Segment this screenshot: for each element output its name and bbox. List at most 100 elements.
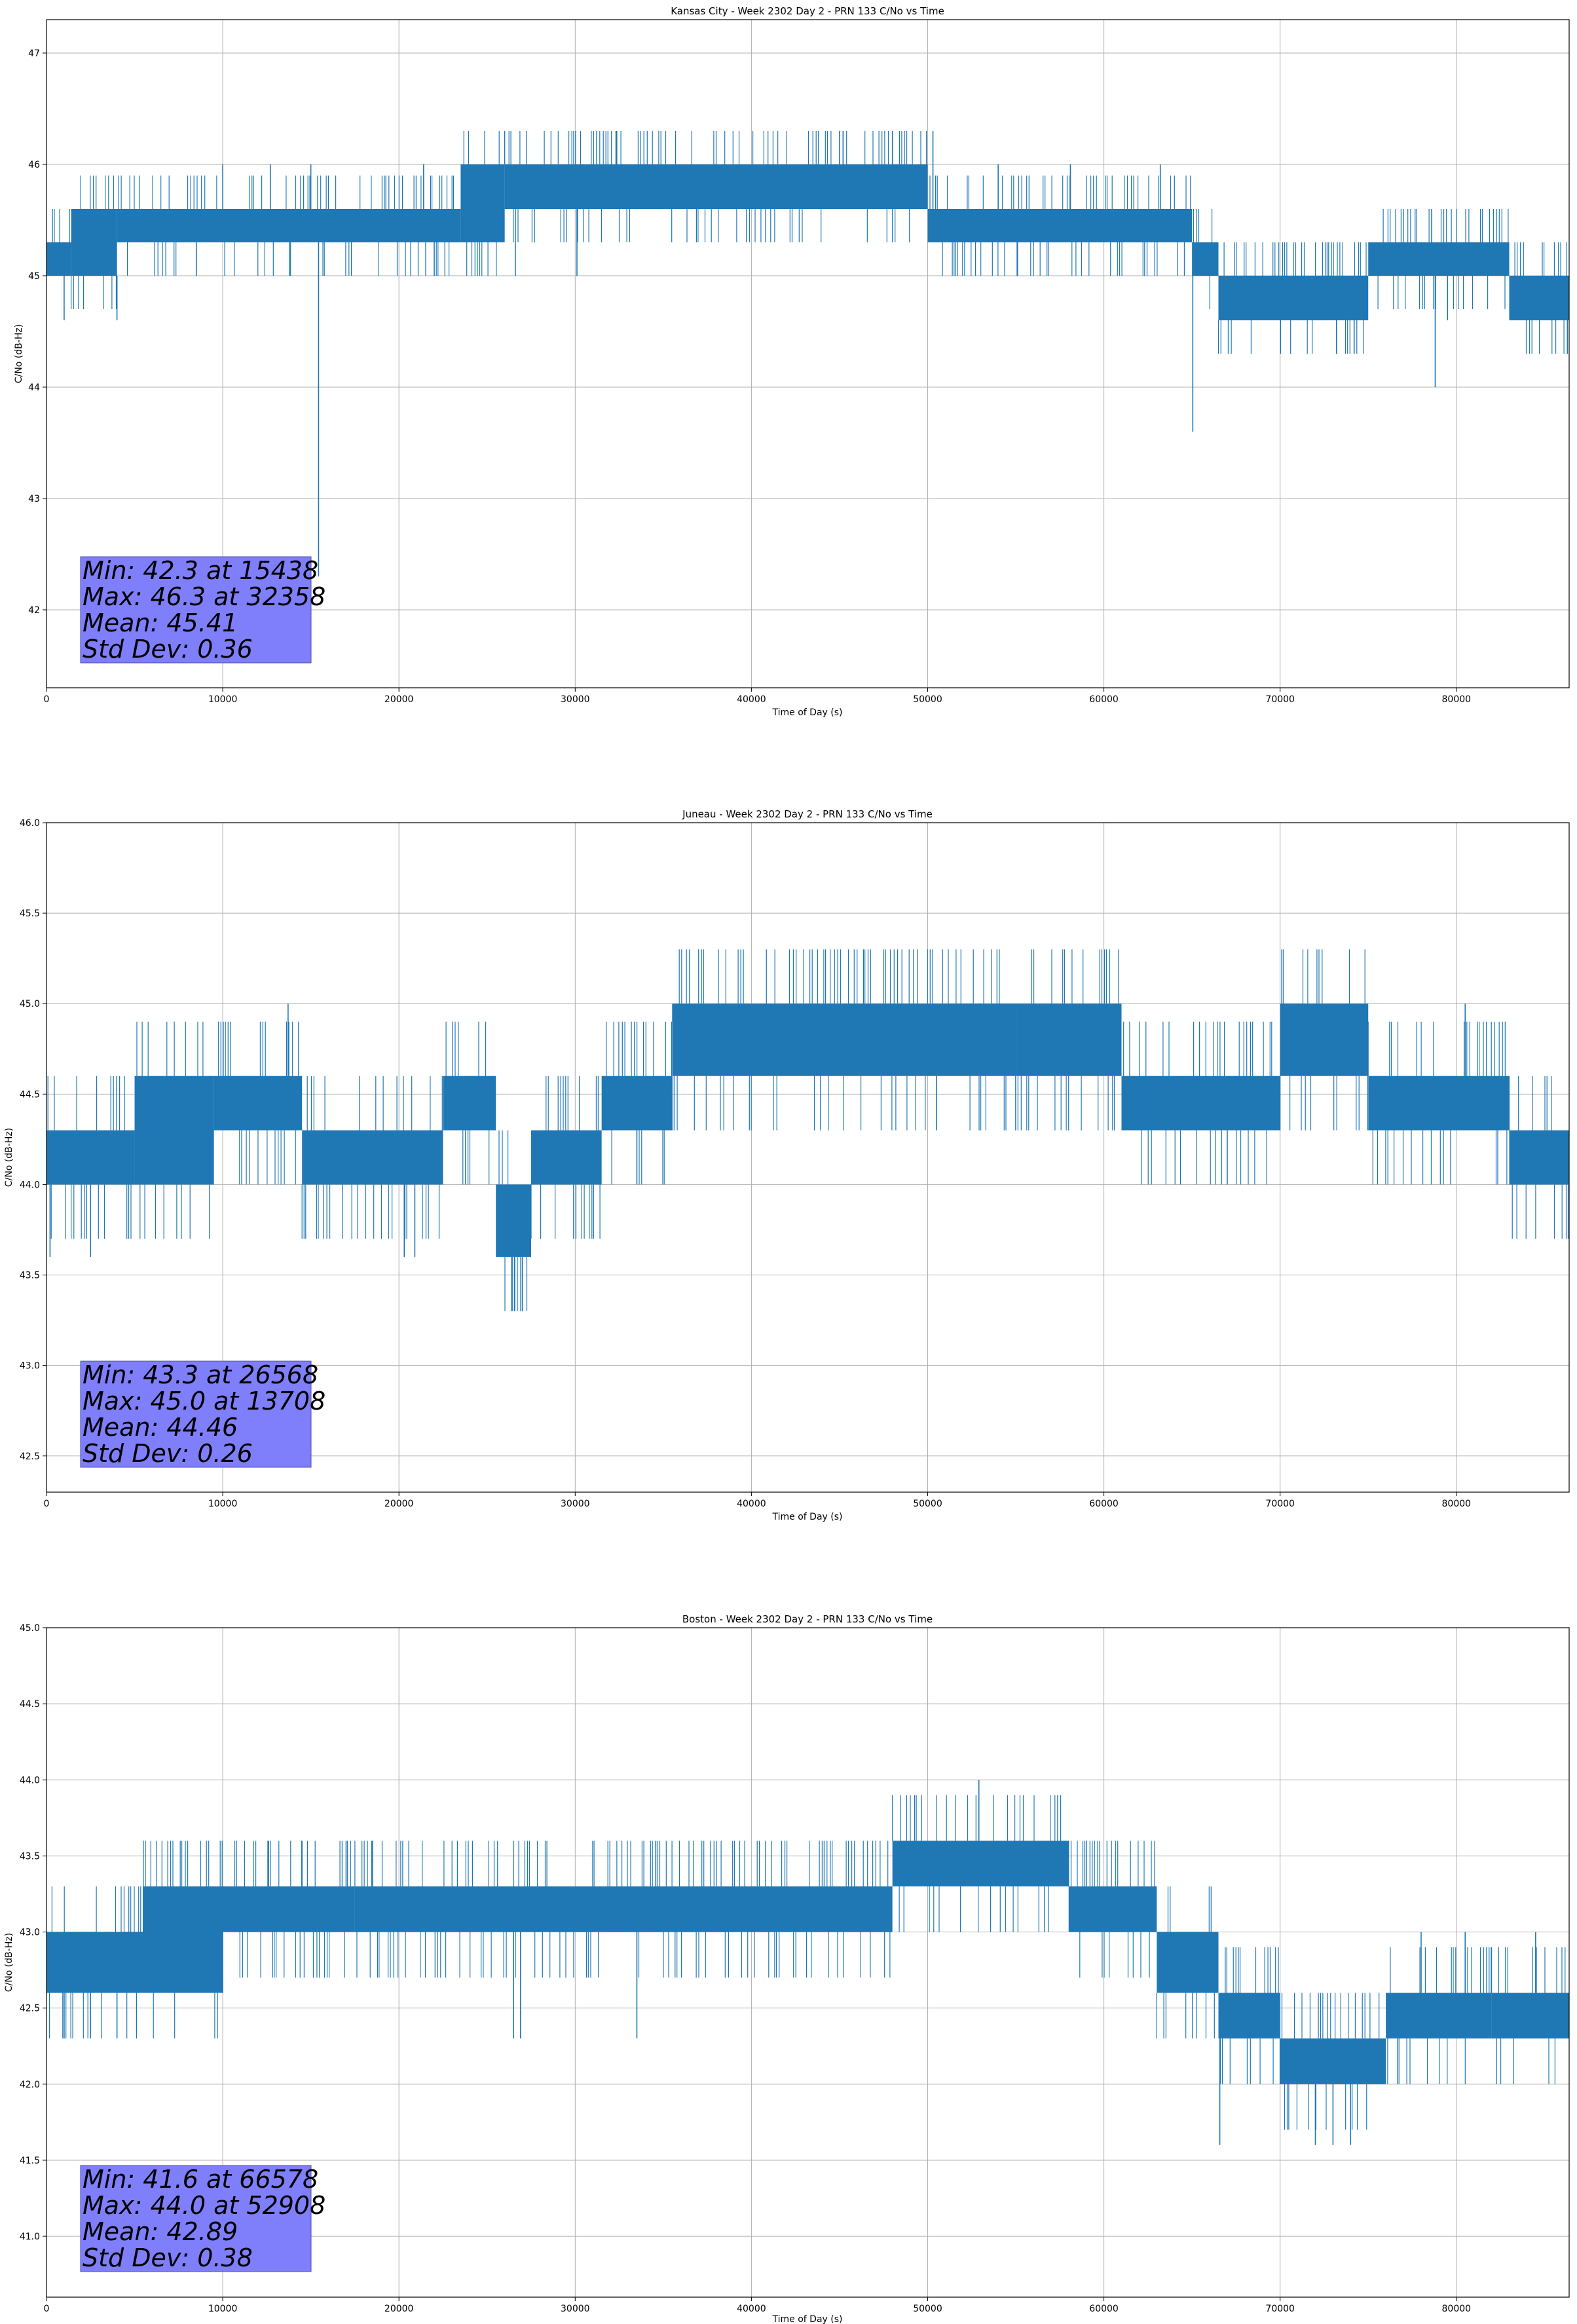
series-band bbox=[1192, 242, 1219, 276]
series-band bbox=[302, 1130, 443, 1185]
x-tick-label: 60000 bbox=[1089, 2304, 1119, 2314]
stats-box-background bbox=[80, 2165, 312, 2272]
series-band bbox=[213, 1076, 303, 1131]
series-line bbox=[671, 949, 821, 1131]
series-line bbox=[892, 1795, 1062, 1932]
series-band bbox=[1121, 1076, 1280, 1131]
stats-box: Min: 43.3 at 26568 Max: 45.0 at 13708 Me… bbox=[80, 1360, 325, 1468]
axes-frame bbox=[46, 19, 1570, 688]
y-tick-label: 45.5 bbox=[20, 909, 40, 919]
series-band bbox=[71, 209, 117, 276]
x-tick-label: 70000 bbox=[1265, 2304, 1295, 2314]
series-band bbox=[1280, 1003, 1369, 1076]
series-band bbox=[892, 1841, 1069, 1886]
series-band bbox=[601, 1076, 673, 1131]
y-tick-label: 44.5 bbox=[20, 1699, 40, 1710]
y-tick-label: 44.0 bbox=[20, 1180, 40, 1190]
series-band bbox=[927, 209, 1193, 242]
series-band bbox=[46, 1932, 144, 1993]
x-tick-label: 80000 bbox=[1442, 1499, 1472, 1509]
tick-labels: 0 10000 20000 30000 40000 50000 60000 70000 8000… bbox=[20, 1623, 1471, 2314]
x-tick-label: 50000 bbox=[913, 694, 942, 705]
x-tick-label: 60000 bbox=[1089, 694, 1119, 705]
y-tick-label: 46 bbox=[28, 160, 40, 170]
stats-max: Max: 46.3 at 32358 bbox=[83, 582, 325, 611]
series-line bbox=[52, 209, 72, 309]
chart-juneau: 0 10000 20000 30000 40000 50000 60000 70000 8000… bbox=[4, 808, 1570, 1522]
stats-mean: Mean: 45.41 bbox=[83, 609, 238, 637]
x-tick-label: 40000 bbox=[737, 694, 766, 705]
series-line bbox=[1491, 1947, 1566, 2084]
series-band bbox=[46, 1130, 135, 1185]
stats-min: Min: 43.3 at 26568 bbox=[83, 1360, 318, 1389]
stats-mean: Mean: 44.46 bbox=[83, 1413, 238, 1442]
series-line bbox=[823, 949, 1016, 1131]
series-band bbox=[1280, 2038, 1386, 2084]
y-tick-label: 41.0 bbox=[20, 2232, 40, 2242]
y-tick-label: 43 bbox=[28, 494, 40, 504]
y-tick-label: 44 bbox=[28, 383, 40, 393]
x-tick-label: 10000 bbox=[208, 2304, 238, 2314]
data-series bbox=[46, 1780, 1569, 2145]
x-tick-label: 20000 bbox=[384, 2304, 414, 2314]
y-tick-label: 43.0 bbox=[20, 1361, 40, 1372]
series-band bbox=[223, 1886, 355, 1932]
y-axis-label: C/No (dB-Hz) bbox=[14, 324, 24, 383]
chart-title: Juneau - Week 2302 Day 2 - PRN 133 C/No … bbox=[682, 808, 933, 820]
x-axis-label: Time of Day (s) bbox=[772, 707, 843, 718]
series-band bbox=[143, 1886, 223, 1993]
series-line bbox=[1367, 1021, 1508, 1185]
series-band bbox=[1218, 276, 1369, 320]
series-band bbox=[1509, 1130, 1569, 1185]
series-band bbox=[1386, 1993, 1492, 2039]
y-tick-label: 42.0 bbox=[20, 2080, 40, 2090]
stats-mean: Mean: 42.89 bbox=[83, 2217, 238, 2246]
stats-max: Max: 45.0 at 13708 bbox=[83, 1387, 325, 1415]
y-tick-label: 44.0 bbox=[20, 1775, 40, 1786]
x-tick-label: 10000 bbox=[208, 1499, 238, 1509]
series-line bbox=[73, 176, 117, 309]
y-tick-label: 46.0 bbox=[20, 818, 40, 829]
y-tick-label: 44.5 bbox=[20, 1089, 40, 1100]
y-tick-label: 43.0 bbox=[20, 1928, 40, 1938]
series-band bbox=[672, 1003, 823, 1076]
x-tick-label: 0 bbox=[44, 1499, 50, 1509]
series-line bbox=[463, 131, 506, 276]
series-band bbox=[504, 164, 928, 209]
x-tick-label: 10000 bbox=[208, 694, 238, 705]
x-tick-label: 70000 bbox=[1265, 694, 1295, 705]
x-tick-label: 30000 bbox=[561, 694, 590, 705]
series-line bbox=[1514, 242, 1567, 354]
series-line bbox=[218, 1021, 299, 1185]
stats-std-dev: Std Dev: 0.36 bbox=[83, 635, 253, 664]
y-tick-label: 42.5 bbox=[20, 2004, 40, 2014]
series-band bbox=[1016, 1003, 1122, 1076]
series-band bbox=[531, 1130, 602, 1185]
x-tick-label: 0 bbox=[44, 2304, 50, 2314]
tick-labels: 0 10000 20000 30000 40000 50000 60000 70000 8000… bbox=[28, 48, 1471, 705]
series-band bbox=[1157, 1932, 1219, 1993]
y-tick-label: 47 bbox=[28, 48, 40, 59]
series-line bbox=[1280, 949, 1368, 1131]
x-tick-label: 80000 bbox=[1442, 694, 1472, 705]
series-band bbox=[1368, 1076, 1510, 1131]
series-line bbox=[1123, 1021, 1272, 1185]
series-line bbox=[354, 1841, 891, 1978]
series-line bbox=[1508, 1076, 1569, 1239]
series-line bbox=[530, 1076, 601, 1239]
x-tick-label: 20000 bbox=[384, 1499, 414, 1509]
x-tick-label: 60000 bbox=[1089, 1499, 1119, 1509]
series-band bbox=[1368, 242, 1510, 276]
series-line bbox=[445, 1021, 490, 1185]
series-line bbox=[1281, 1993, 1380, 2130]
stats-max: Max: 44.0 at 52908 bbox=[83, 2191, 325, 2220]
x-tick-label: 40000 bbox=[737, 2304, 766, 2314]
stats-box-background bbox=[80, 556, 312, 664]
stats-std-dev: Std Dev: 0.26 bbox=[83, 1439, 253, 1468]
series-line bbox=[49, 1886, 144, 2039]
x-tick-label: 20000 bbox=[384, 694, 414, 705]
series-band bbox=[354, 1886, 893, 1932]
x-tick-label: 30000 bbox=[561, 1499, 590, 1509]
axes-frame bbox=[46, 822, 1570, 1493]
